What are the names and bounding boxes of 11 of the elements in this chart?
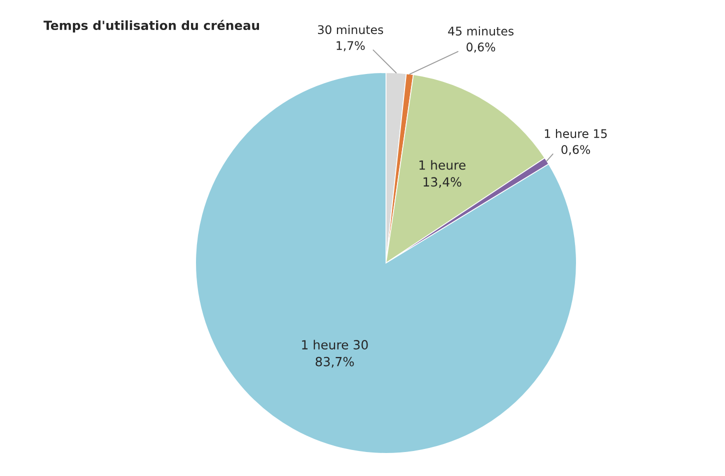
data-label: 0,6% [466, 42, 496, 53]
slice-label: 30 minutes [318, 24, 384, 34]
chart-title: Temps d'utilisation du créneau [44, 20, 259, 32]
slice-label: 45 minutes [448, 26, 514, 36]
slice-label: 1 heure [419, 160, 466, 170]
slice-label: 1 heure 30 [302, 340, 368, 350]
data-label: 83,7% [316, 356, 354, 368]
slice-label: 1 heure 15 [544, 128, 607, 138]
data-label: 1,7% [336, 41, 365, 52]
data-label: 0,6% [561, 145, 590, 156]
data-label: 13,4% [424, 177, 462, 188]
